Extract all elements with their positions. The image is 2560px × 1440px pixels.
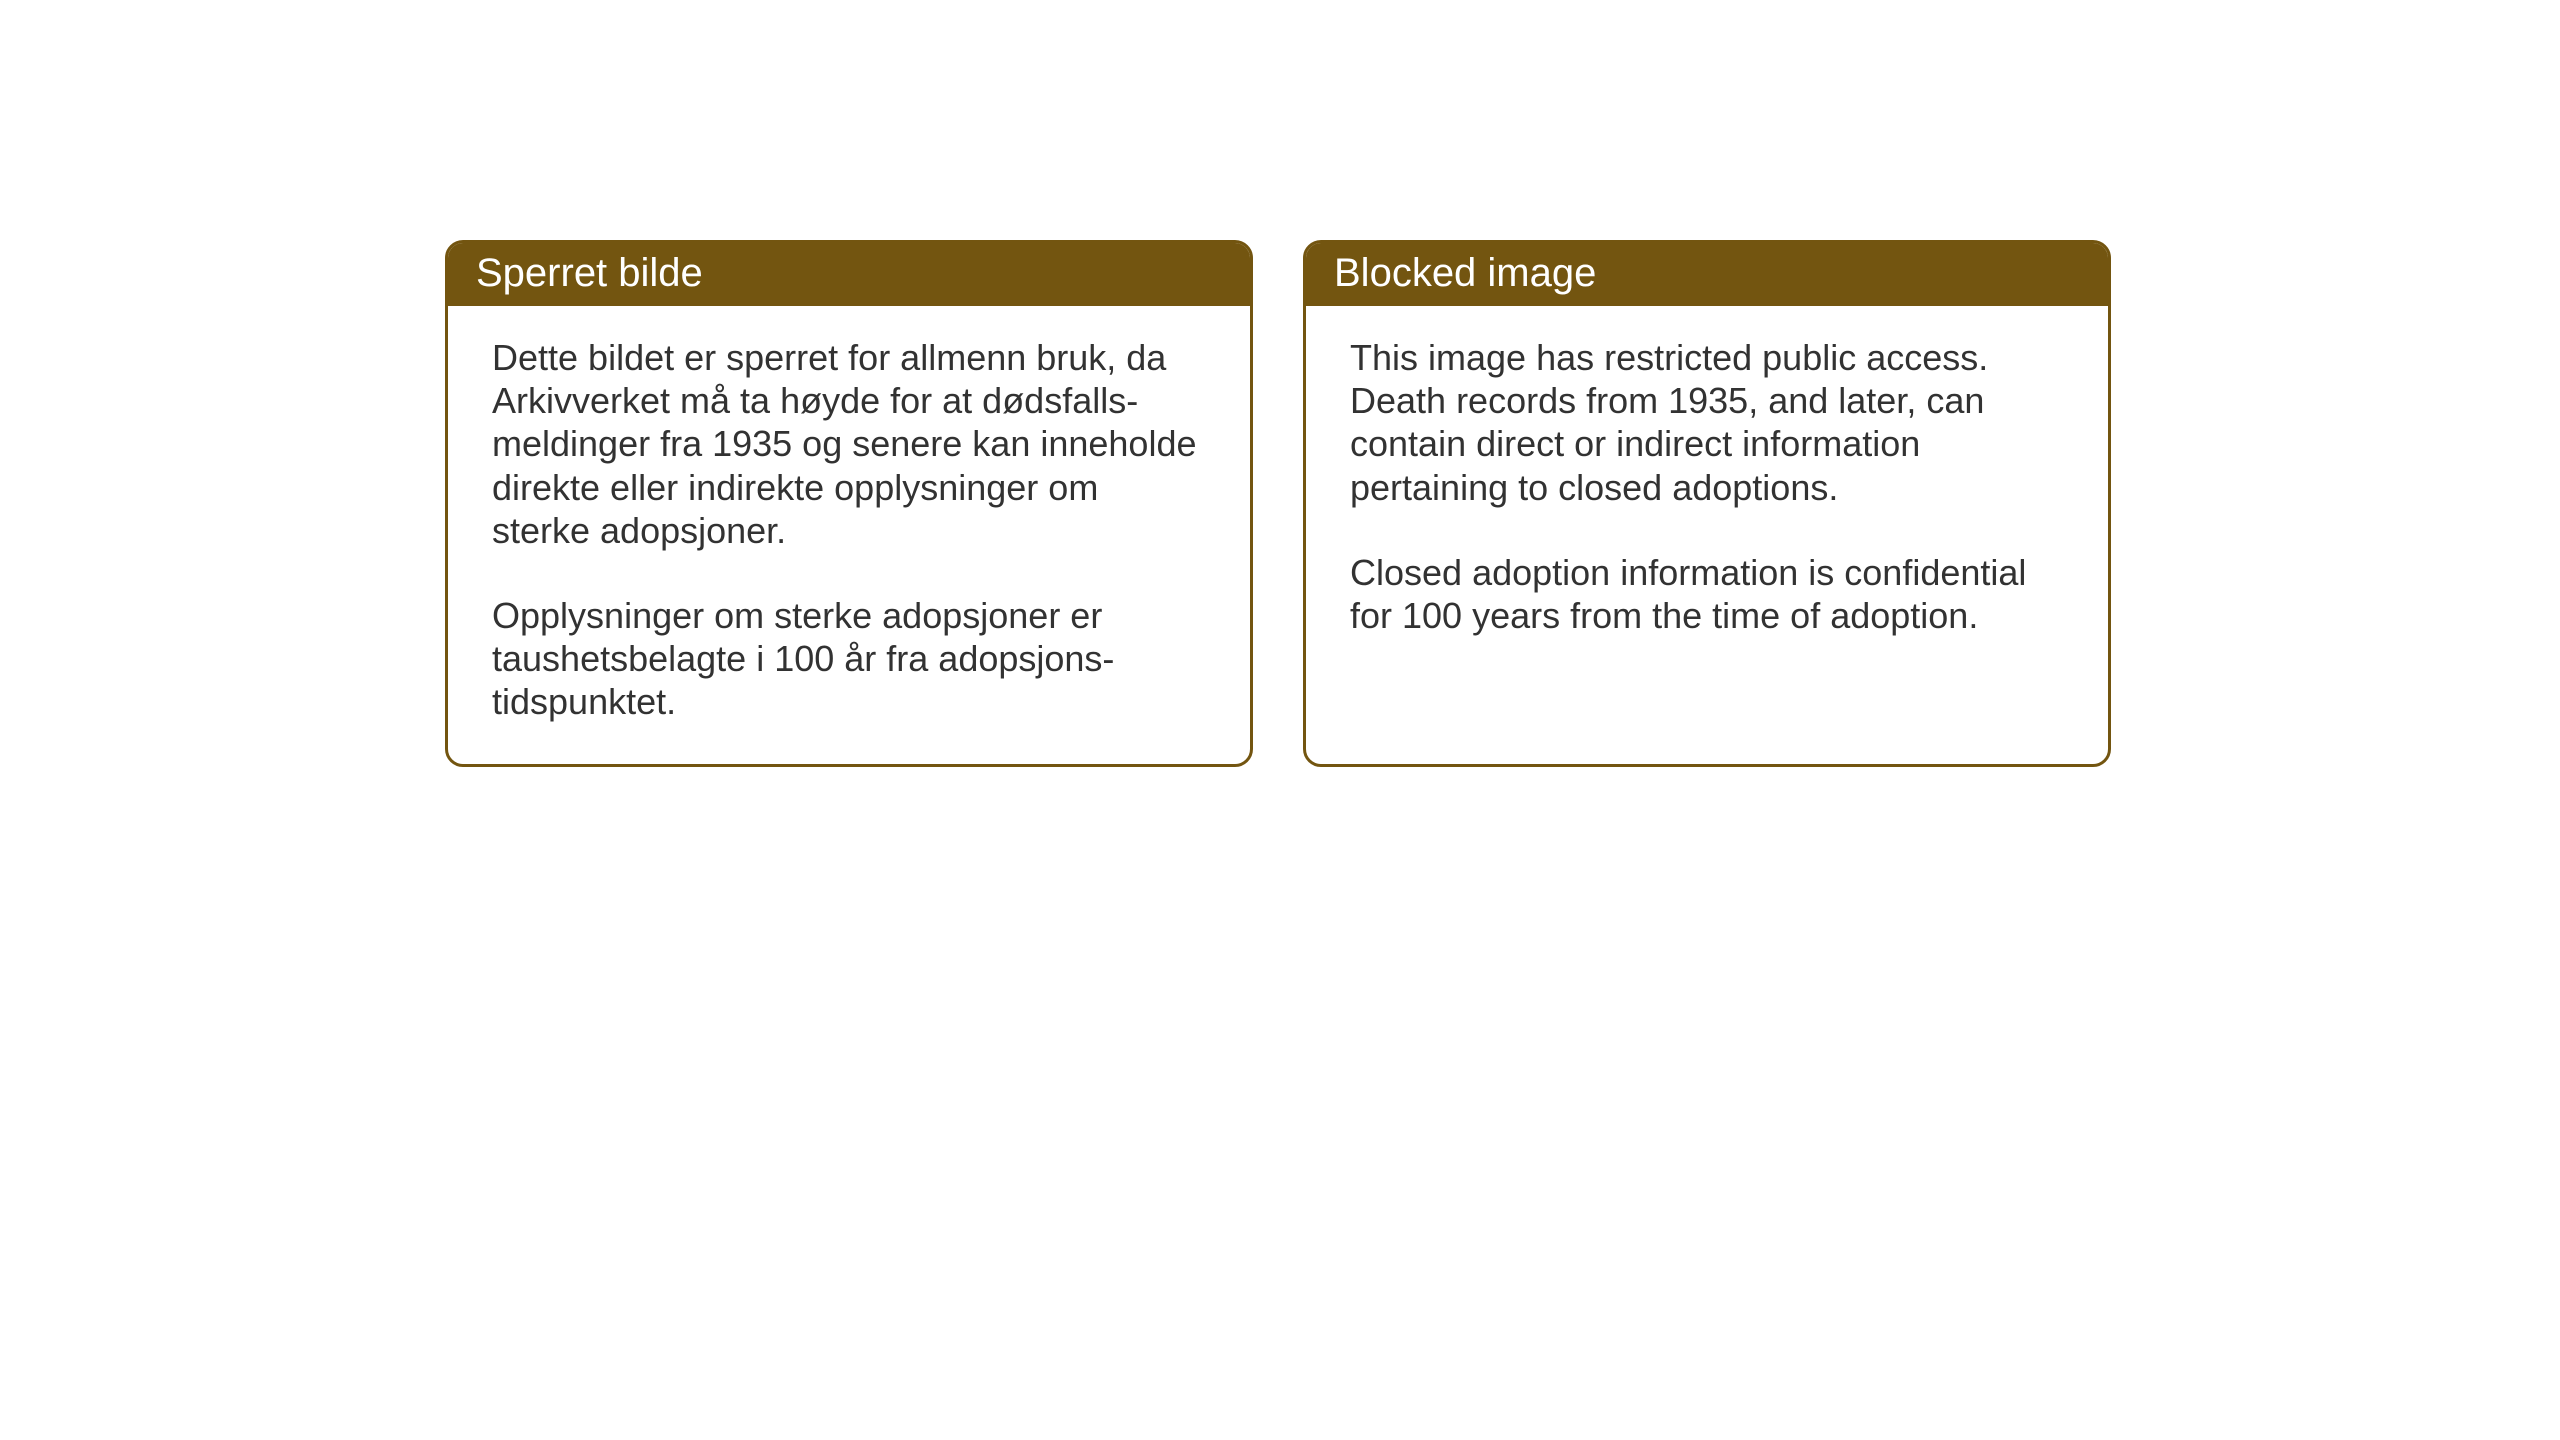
card-paragraph-2-english: Closed adoption information is confident… <box>1350 551 2064 637</box>
card-paragraph-2-norwegian: Opplysninger om sterke adopsjoner er tau… <box>492 594 1206 724</box>
notice-container: Sperret bilde Dette bildet er sperret fo… <box>445 240 2111 767</box>
notice-card-english: Blocked image This image has restricted … <box>1303 240 2111 767</box>
notice-card-norwegian: Sperret bilde Dette bildet er sperret fo… <box>445 240 1253 767</box>
card-body-english: This image has restricted public access.… <box>1306 306 2108 713</box>
card-body-norwegian: Dette bildet er sperret for allmenn bruk… <box>448 306 1250 764</box>
card-header-norwegian: Sperret bilde <box>448 243 1250 306</box>
card-paragraph-1-english: This image has restricted public access.… <box>1350 336 2064 509</box>
card-title-english: Blocked image <box>1334 251 1596 295</box>
card-paragraph-1-norwegian: Dette bildet er sperret for allmenn bruk… <box>492 336 1206 552</box>
card-title-norwegian: Sperret bilde <box>476 251 703 295</box>
card-header-english: Blocked image <box>1306 243 2108 306</box>
